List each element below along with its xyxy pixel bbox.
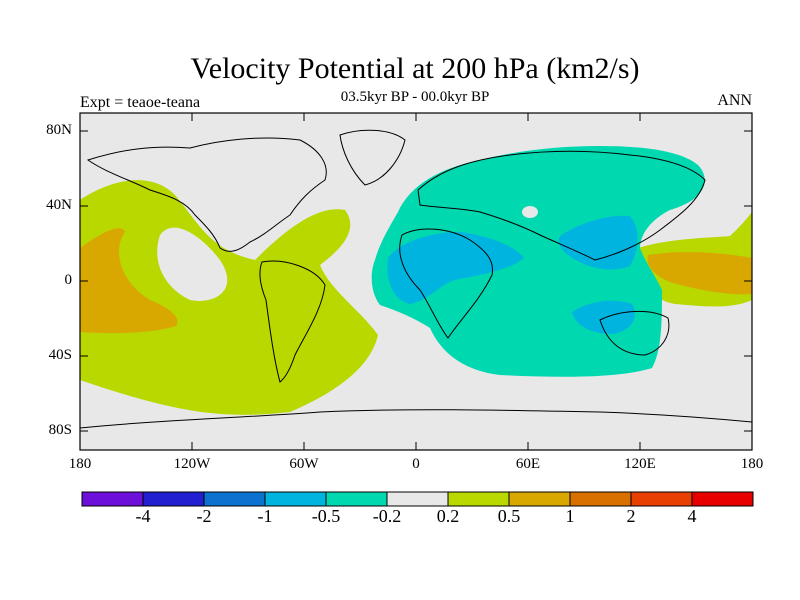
lon-label-180w: 180 [68,456,92,472]
colorbar-swatch [203,491,266,507]
lat-label-80s: 80S [48,422,72,438]
coast-greenland [339,129,406,186]
colorbar-label: -0.5 [311,506,341,526]
colorbar-label: -2 [196,506,212,526]
coast-north-america [86,137,327,252]
contour-pos-mid-pacific [80,228,178,334]
colorbar-label: -0.2 [372,506,402,526]
lon-label-120e: 120E [624,456,656,472]
map-subtitle: 03.5kyr BP - 00.0kyr BP [340,89,490,105]
lon-label-60e: 60E [515,456,541,472]
coast-australia [599,310,670,356]
colorbar-label: 1 [565,506,575,526]
colorbar-label: 4 [687,506,697,526]
colorbar-swatch [447,491,510,507]
contour-pos-mid-westpac [647,252,752,295]
coast-south-america [259,260,326,383]
contour-pos-weak-pacific [80,180,378,415]
colorbar-swatch [630,491,693,507]
colorbar-label: -1 [257,506,273,526]
colorbar-swatch [81,491,144,507]
lat-ticks [80,130,752,432]
colorbar-label: 0.5 [497,506,521,526]
colorbar-swatch [508,491,571,507]
map-title: Velocity Potential at 200 hPa (km2/s) [190,52,640,85]
colorbar-swatch [264,491,327,507]
colorbar-label: 2 [626,506,636,526]
contour-neg-mid-india [558,215,638,270]
contour-neg-mid-indianocean [572,300,635,334]
experiment-label: Expt = teaoe-teana [80,94,201,111]
coast-africa [399,228,494,339]
contour-bg-hole-pacific [157,227,228,301]
lon-label-120w: 120W [173,456,211,472]
coast-eurasia [417,150,706,261]
coast-antarctica [79,409,753,429]
season-label: ANN [717,92,752,109]
coastlines [79,129,753,429]
colorbar-label: -4 [135,506,151,526]
contour-neg-mid-africa [387,232,524,304]
lon-label-0: 0 [412,456,420,472]
colorbar-swatch [691,491,754,507]
lon-label-180e: 180 [740,456,764,472]
lat-label-80n: 80N [46,122,72,138]
lat-label-eq: 0 [64,272,73,288]
lon-label-60w: 60W [289,456,319,472]
lat-label-40s: 40S [48,347,72,363]
colorbar-swatch [142,491,205,507]
colorbar-swatch [325,491,388,507]
colorbar-swatch [569,491,632,507]
colorbar-label: 0.2 [436,506,460,526]
lat-label-40n: 40N [46,197,72,213]
colorbar-swatch [386,491,449,507]
contour-hole-asia [522,206,538,218]
colorbar [81,491,754,507]
lon-ticks [191,113,641,450]
